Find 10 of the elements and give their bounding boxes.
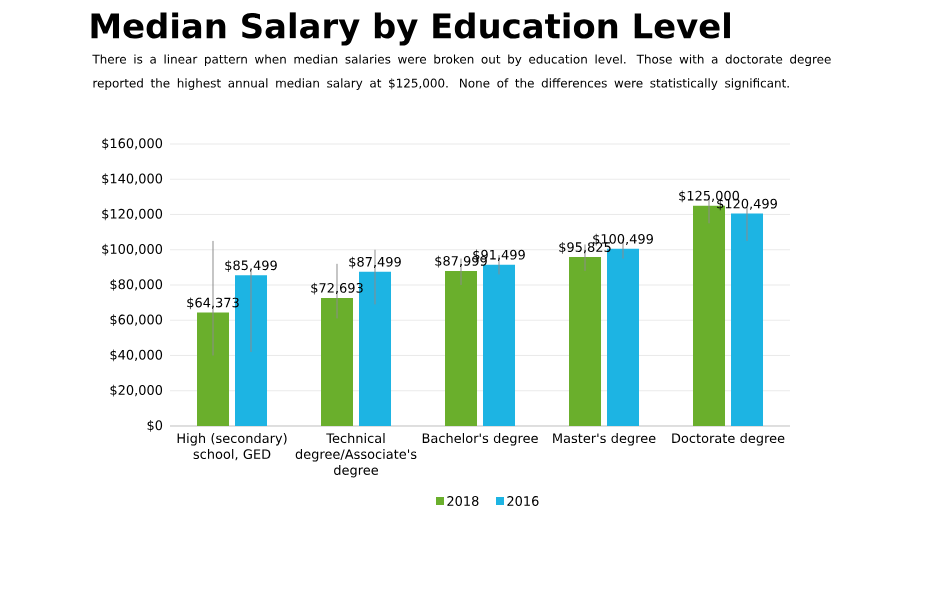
bar [607, 248, 640, 426]
bar [321, 297, 354, 426]
bar [731, 213, 764, 426]
bar [445, 270, 478, 426]
bar [569, 257, 602, 426]
bar [359, 271, 392, 426]
bar [235, 275, 268, 426]
bar [483, 264, 516, 426]
chart-title: Median Salary by Education Level [91, 12, 730, 46]
bar [197, 312, 230, 426]
